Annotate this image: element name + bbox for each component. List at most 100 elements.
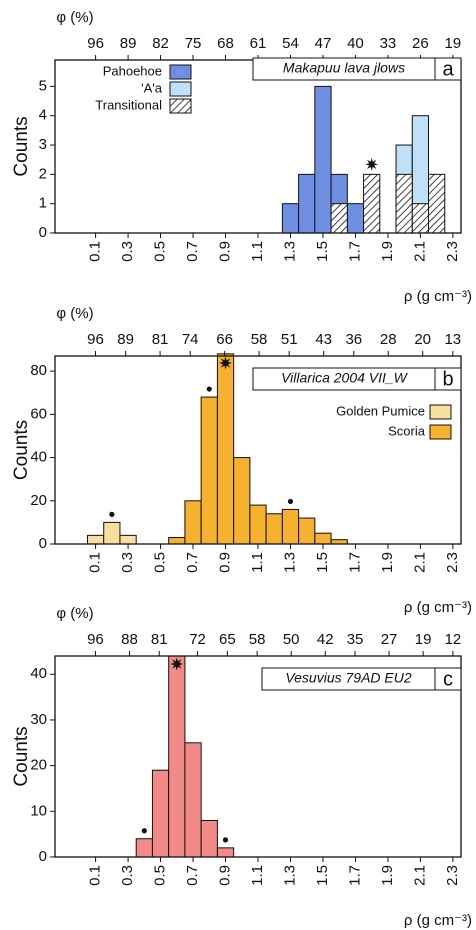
x-tick-label: 1.5 [314,865,331,886]
y-tick-label: 1 [39,195,47,212]
y-tick-label: 0 [39,535,47,552]
x-tick-label: 0.9 [216,552,233,573]
x2-tick-label: 26 [412,35,429,52]
x2-tick-label: 72 [189,631,206,648]
bar [86,534,105,545]
x-tick-label: 0.1 [87,552,104,573]
x2-tick-label: 47 [315,35,332,52]
y-tick-label: 60 [30,405,47,422]
x-tick-label: 0.9 [216,865,233,886]
bar [363,173,381,234]
bar [184,500,202,545]
legend-swatch [429,404,452,420]
dot-marker [287,498,294,505]
x-tick-label: 1.9 [379,865,396,886]
bar [200,819,218,858]
bar [411,203,430,234]
legend-swatch [429,424,452,440]
legend-label: Pahoehoe [103,63,162,78]
dot-marker [222,837,229,843]
x-tick-label: 1.5 [314,241,331,262]
bar [200,396,218,545]
y-tick-label: 40 [30,665,47,682]
x-tick-label: 1.1 [249,865,266,886]
bar [265,513,283,545]
dot-marker [206,386,212,392]
star-marker [365,157,379,171]
x-tick-label: 0.7 [184,241,201,262]
bar [249,504,267,545]
legend-label: 'A'a [141,80,163,95]
x-tick-label: 0.9 [216,241,233,262]
x-tick-label: 1.7 [346,552,363,573]
x2-tick-label: 42 [317,631,334,648]
x2-tick-label: 54 [282,35,299,52]
x2-tick-label: 27 [381,631,398,648]
bar [103,521,121,545]
x2-tick-label: 19 [415,631,432,648]
y-tick-label: 30 [30,711,47,728]
x2-tick-label: 35 [347,631,364,648]
x-tick-label: 1.5 [314,552,331,573]
x-tick-label: 2.1 [411,241,428,262]
x2-tick-label: 81 [151,631,168,648]
x-tick-label: 0.3 [119,865,136,886]
x-tick-label: 0.7 [184,865,201,886]
x-tick-label: 1.7 [346,241,363,262]
y-tick-label: 40 [30,449,47,466]
x2-tick-label: 82 [152,35,169,52]
panel-label-box [434,57,462,81]
x2-tick-label: 28 [380,331,397,348]
x2-axis-label: φ (%) [56,305,93,322]
legend-swatch [169,98,192,114]
x-tick-label: 0.5 [152,552,169,573]
bar [233,457,251,545]
star-marker [170,657,184,671]
x2-tick-label: 96 [87,331,104,348]
x-tick-label: 0.7 [184,552,201,573]
chart-title: Vesuvius 79AD EU2 [285,670,412,686]
x-tick-label: 0.5 [152,241,169,262]
x2-tick-label: 40 [347,35,364,52]
y-tick-label: 80 [30,362,47,379]
bar [428,173,446,234]
x-tick-label: 0.1 [87,241,104,262]
x2-axis-label: φ (%) [56,9,93,26]
x-tick-label: 1.7 [346,865,363,886]
x-tick-label: 2.3 [444,552,461,573]
y-tick-label: 20 [30,492,47,509]
bar [314,532,332,545]
y-tick-label: 2 [39,165,47,182]
x-axis-label: ρ (g cm⁻³) [404,599,472,616]
x2-tick-label: 88 [121,631,138,648]
bar [168,537,186,545]
y-tick-label: 5 [39,77,47,94]
panel-label: a [442,58,454,80]
y-tick-label: 20 [30,757,47,774]
y-axis-label: Counts [11,726,32,786]
x2-tick-label: 61 [250,35,267,52]
x2-tick-label: 96 [87,631,104,648]
x-tick-label: 0.3 [119,552,136,573]
x2-tick-label: 58 [249,631,266,648]
y-axis-label: Counts [11,116,32,176]
legend-swatch [169,64,192,80]
x2-tick-label: 75 [185,35,202,52]
y-tick-label: 0 [39,224,47,241]
x-tick-label: 2.3 [444,241,461,262]
bar [330,203,348,234]
panel-label-box [434,667,462,691]
legend-label: Golden Pumice [336,403,425,418]
x2-tick-label: 12 [445,631,462,648]
x-tick-label: 1.3 [281,241,298,262]
x-axis-label: ρ (g cm⁻³) [404,912,472,929]
bar [281,508,300,545]
x2-tick-label: 33 [380,35,397,52]
x-tick-label: 1.9 [379,552,396,573]
bar [395,173,413,234]
panel-label: c [443,668,453,690]
x2-tick-label: 89 [120,35,137,52]
bar [298,173,316,234]
bar [281,203,300,234]
